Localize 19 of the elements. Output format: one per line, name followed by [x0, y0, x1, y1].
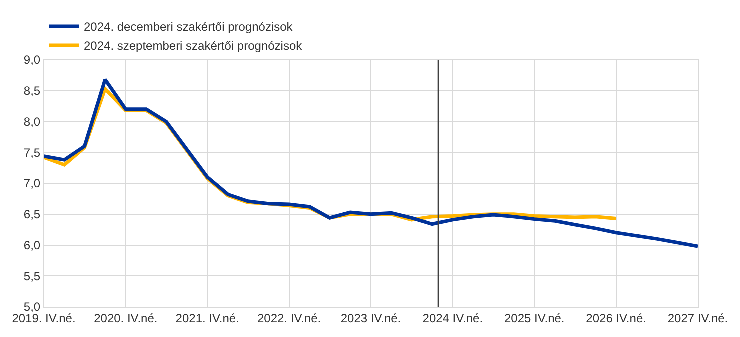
line-series — [44, 78, 698, 248]
x-tick-label: 2020. IV.né. — [94, 311, 158, 326]
y-tick-label: 8,5 — [24, 84, 41, 98]
y-tick-label: 9,0 — [24, 53, 41, 68]
y-tick-label: 7,0 — [24, 176, 41, 191]
x-tick-label: 2027 IV.né. — [668, 311, 728, 326]
legend-label: 2024. szeptemberi szakértői prognózisok — [84, 39, 304, 54]
y-tick-label: 6,5 — [24, 208, 41, 222]
legend-label: 2024. decemberi szakértői prognózisok — [84, 20, 294, 34]
x-tick-label: 2024 IV.né. — [422, 311, 484, 326]
x-tick-label: 2023 IV.né. — [340, 311, 402, 326]
x-tick-label: 2022. IV.né. — [257, 311, 322, 326]
x-tick-label: 2021. IV.né. — [176, 311, 240, 326]
y-tick-label: 6,0 — [24, 238, 41, 252]
y-tick-label: 5,5 — [24, 269, 41, 284]
x-tick-label: 2025 IV.né. — [504, 311, 565, 326]
y-tick-label: 7,5 — [24, 146, 41, 160]
y-tick-label: 8,0 — [24, 114, 41, 129]
x-tick-label: 2026 IV.né. — [586, 311, 646, 326]
